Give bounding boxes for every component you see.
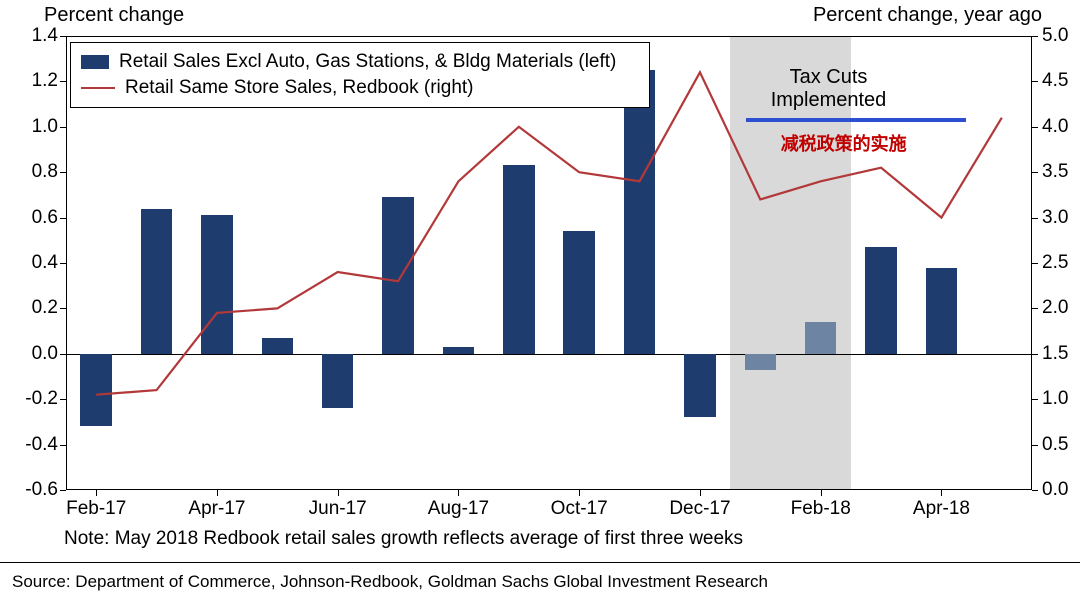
xtick-label: Feb-17 — [66, 498, 126, 520]
annotation-title: Tax CutsImplemented — [771, 66, 887, 112]
tick-mark — [941, 490, 942, 496]
left-axis-title: Percent change — [44, 4, 184, 27]
bar — [141, 209, 172, 354]
tick-mark — [1032, 36, 1038, 37]
tick-mark — [60, 36, 66, 37]
tick-mark — [1032, 218, 1038, 219]
bar — [563, 231, 594, 354]
ytick-right: 5.0 — [1042, 25, 1080, 47]
xtick-label: Oct-17 — [551, 498, 608, 520]
ytick-right: 0.0 — [1042, 479, 1080, 501]
bar — [322, 354, 353, 408]
ytick-right: 0.5 — [1042, 434, 1080, 456]
ytick-left: 1.4 — [8, 25, 58, 47]
bar — [80, 354, 111, 427]
tick-mark — [1032, 399, 1038, 400]
tick-mark — [821, 490, 822, 496]
ytick-right: 2.0 — [1042, 297, 1080, 319]
tick-mark — [60, 354, 66, 355]
tick-mark — [60, 490, 66, 491]
tick-mark — [60, 308, 66, 309]
ytick-right: 1.0 — [1042, 388, 1080, 410]
legend-label: Retail Sales Excl Auto, Gas Stations, & … — [119, 51, 616, 73]
source-divider — [0, 562, 1080, 563]
tick-mark — [60, 399, 66, 400]
tick-mark — [1032, 127, 1038, 128]
bar — [503, 165, 534, 353]
ytick-left: 1.2 — [8, 70, 58, 92]
ytick-left: 0.8 — [8, 161, 58, 183]
bar — [382, 197, 413, 354]
ytick-right: 1.5 — [1042, 343, 1080, 365]
bar — [745, 354, 776, 370]
annotation-underline — [746, 118, 966, 122]
ytick-left: 0.0 — [8, 343, 58, 365]
ytick-right: 4.5 — [1042, 70, 1080, 92]
tick-mark — [1032, 263, 1038, 264]
tick-mark — [700, 490, 701, 496]
legend-item-bars: Retail Sales Excl Auto, Gas Stations, & … — [81, 49, 639, 75]
right-axis-title: Percent change, year ago — [813, 4, 1042, 27]
bar — [201, 215, 232, 353]
tick-mark — [338, 490, 339, 496]
tick-mark — [60, 127, 66, 128]
tick-mark — [60, 263, 66, 264]
tick-mark — [60, 445, 66, 446]
tick-mark — [579, 490, 580, 496]
ytick-left: 0.6 — [8, 207, 58, 229]
ytick-left: 0.4 — [8, 252, 58, 274]
tick-mark — [1032, 445, 1038, 446]
tick-mark — [1032, 308, 1038, 309]
ytick-left: 1.0 — [8, 116, 58, 138]
bar — [684, 354, 715, 418]
tick-mark — [1032, 81, 1038, 82]
ytick-left: -0.4 — [8, 434, 58, 456]
bar — [805, 322, 836, 354]
xtick-label: Jun-17 — [309, 498, 367, 520]
legend: Retail Sales Excl Auto, Gas Stations, & … — [70, 42, 650, 108]
bar — [262, 338, 293, 354]
ytick-right: 2.5 — [1042, 252, 1080, 274]
legend-label: Retail Same Store Sales, Redbook (right) — [125, 77, 474, 99]
ytick-left: -0.6 — [8, 479, 58, 501]
tick-mark — [60, 218, 66, 219]
tick-mark — [1032, 490, 1038, 491]
tick-mark — [458, 490, 459, 496]
tick-mark — [1032, 172, 1038, 173]
source-text: Source: Department of Commerce, Johnson-… — [12, 572, 768, 592]
chart-note: Note: May 2018 Redbook retail sales grow… — [64, 528, 743, 550]
tick-mark — [1032, 354, 1038, 355]
xtick-label: Dec-17 — [669, 498, 730, 520]
ytick-right: 3.0 — [1042, 207, 1080, 229]
legend-item-line: Retail Same Store Sales, Redbook (right) — [81, 75, 639, 101]
chart-container: Percent change Percent change, year ago … — [0, 0, 1080, 608]
tick-mark — [96, 490, 97, 496]
tick-mark — [60, 81, 66, 82]
zero-line — [66, 354, 1032, 355]
bar — [624, 70, 655, 354]
xtick-label: Aug-17 — [428, 498, 489, 520]
ytick-right: 3.5 — [1042, 161, 1080, 183]
legend-swatch-line-icon — [81, 87, 115, 89]
tick-mark — [217, 490, 218, 496]
legend-swatch-bar-icon — [81, 55, 109, 69]
xtick-label: Apr-17 — [188, 498, 245, 520]
bar — [443, 347, 474, 354]
ytick-left: 0.2 — [8, 297, 58, 319]
xtick-label: Feb-18 — [791, 498, 851, 520]
xtick-label: Apr-18 — [913, 498, 970, 520]
annotation-cn-text: 减税政策的实施 — [781, 130, 907, 156]
ytick-right: 4.0 — [1042, 116, 1080, 138]
ytick-left: -0.2 — [8, 388, 58, 410]
tick-mark — [60, 172, 66, 173]
bar — [865, 247, 896, 354]
bar — [926, 268, 957, 354]
